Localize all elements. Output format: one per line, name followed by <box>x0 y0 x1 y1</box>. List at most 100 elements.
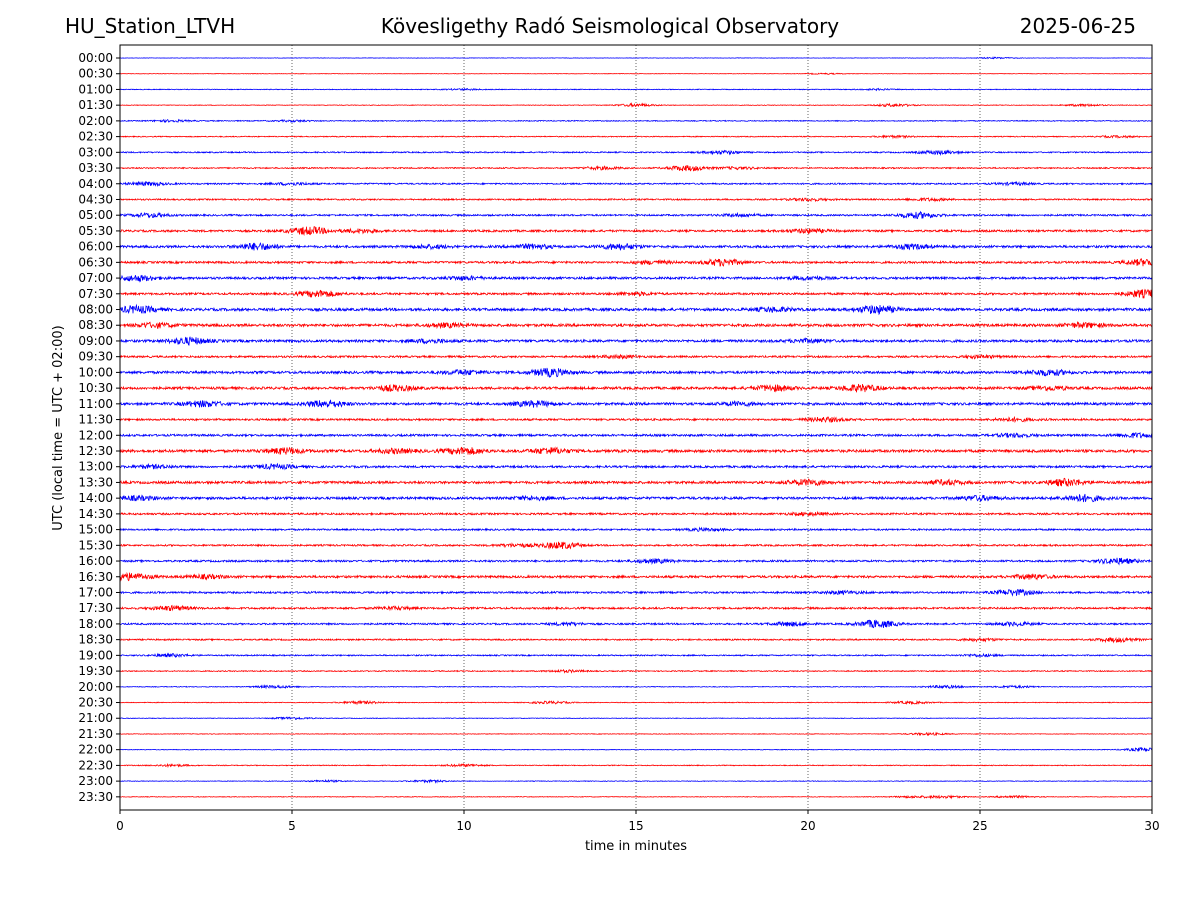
trace-row-0730 <box>119 288 1153 299</box>
y-tick-label: 22:30 <box>78 758 113 772</box>
trace-row-0500 <box>119 210 1153 220</box>
y-tick-label: 12:00 <box>78 428 113 442</box>
y-tick-label: 22:00 <box>78 743 113 757</box>
station-name: HU_Station_LTVH <box>65 14 236 38</box>
trace-row-0600 <box>119 242 1153 251</box>
trace-row-1900 <box>119 652 1153 658</box>
trace-row-1200 <box>119 431 1153 439</box>
trace-row-1300 <box>119 462 1153 471</box>
y-tick-label: 08:30 <box>78 318 113 332</box>
y-tick-label: 10:00 <box>78 365 113 379</box>
x-axis-label: time in minutes <box>585 839 687 854</box>
y-tick-label: 21:30 <box>78 727 113 741</box>
trace-row-0700 <box>119 274 1153 283</box>
y-tick-label: 06:00 <box>78 240 113 254</box>
trace-row-2100 <box>119 716 1153 721</box>
trace-row-1130 <box>119 415 1153 424</box>
y-tick-label: 21:00 <box>78 711 113 725</box>
x-tick-label: 0 <box>116 819 124 833</box>
y-tick-label: 17:00 <box>78 585 113 599</box>
trace-row-2200 <box>119 746 1153 753</box>
trace-row-2300 <box>119 778 1153 784</box>
trace-row-1100 <box>119 399 1153 408</box>
vertical-grid <box>291 45 981 810</box>
trace-row-1430 <box>119 510 1153 517</box>
trace-row-0130 <box>119 102 1153 108</box>
y-tick-label: 07:30 <box>78 287 113 301</box>
y-tick-label: 07:00 <box>78 271 113 285</box>
trace-row-0330 <box>119 164 1153 172</box>
trace-row-0430 <box>119 196 1153 203</box>
trace-row-1500 <box>119 526 1153 533</box>
y-tick-label: 16:30 <box>78 570 113 584</box>
y-tick-label: 13:00 <box>78 460 113 474</box>
y-tick-label: 14:30 <box>78 507 113 521</box>
y-tick-label: 15:30 <box>78 538 113 552</box>
y-tick-label: 02:00 <box>78 114 113 128</box>
x-tick-label: 25 <box>972 819 987 833</box>
trace-row-0030 <box>119 72 1153 76</box>
y-tick-label: 23:30 <box>78 790 113 804</box>
trace-row-0200 <box>119 118 1153 124</box>
y-tick-label: 10:30 <box>78 381 113 395</box>
y-tick-label: 19:00 <box>78 648 113 662</box>
trace-row-0800 <box>119 303 1153 316</box>
trace-row-0300 <box>119 149 1153 157</box>
y-tick-label: 14:00 <box>78 491 113 505</box>
y-tick-label: 16:00 <box>78 554 113 568</box>
y-tick-label: 19:30 <box>78 664 113 678</box>
y-tick-label: 17:30 <box>78 601 113 615</box>
y-tick-label: 05:00 <box>78 208 113 222</box>
trace-row-1400 <box>119 493 1153 503</box>
trace-row-2000 <box>119 684 1153 690</box>
x-tick-label: 15 <box>628 819 643 833</box>
trace-row-0100 <box>119 87 1153 92</box>
x-tick-label: 5 <box>288 819 296 833</box>
y-tick-label: 15:00 <box>78 523 113 537</box>
x-axis-ticks: 0 5 10 15 20 25 30 <box>116 810 1160 833</box>
trace-row-1830 <box>119 636 1153 644</box>
y-tick-label: 09:00 <box>78 334 113 348</box>
y-tick-label: 01:00 <box>78 82 113 96</box>
trace-row-2130 <box>120 731 1153 737</box>
y-tick-label: 04:30 <box>78 192 113 206</box>
seismic-traces <box>119 56 1153 800</box>
trace-row-0830 <box>119 320 1153 330</box>
trace-row-1230 <box>119 446 1153 455</box>
y-tick-label: 12:30 <box>78 444 113 458</box>
y-tick-label: 08:00 <box>78 303 113 317</box>
trace-row-1330 <box>119 477 1153 488</box>
y-tick-label: 18:00 <box>78 617 113 631</box>
x-tick-label: 10 <box>456 819 471 833</box>
date-label: 2025-06-25 <box>1019 14 1136 38</box>
y-tick-label: 01:30 <box>78 98 113 112</box>
trace-row-0530 <box>119 226 1153 236</box>
trace-row-2030 <box>119 699 1153 706</box>
y-tick-label: 09:30 <box>78 350 113 364</box>
trace-row-1630 <box>119 571 1153 582</box>
y-tick-label: 03:30 <box>78 161 113 175</box>
y-tick-label: 06:30 <box>78 255 113 269</box>
y-tick-label: 00:30 <box>78 67 113 81</box>
y-tick-label: 02:30 <box>78 130 113 144</box>
trace-row-2230 <box>119 762 1153 769</box>
y-tick-label: 23:00 <box>78 774 113 788</box>
y-tick-label: 04:00 <box>78 177 113 191</box>
trace-row-1800 <box>119 619 1153 629</box>
trace-row-1600 <box>119 557 1153 566</box>
trace-row-1000 <box>119 367 1153 379</box>
y-tick-label: 20:00 <box>78 680 113 694</box>
trace-row-0400 <box>119 180 1153 188</box>
y-tick-label: 03:00 <box>78 145 113 159</box>
trace-row-1930 <box>119 668 1153 674</box>
trace-row-1730 <box>119 604 1153 612</box>
y-tick-label: 11:00 <box>78 397 113 411</box>
trace-row-0000 <box>119 56 1153 60</box>
y-tick-label: 18:30 <box>78 633 113 647</box>
trace-row-1030 <box>119 383 1153 393</box>
trace-row-0930 <box>119 353 1153 360</box>
y-tick-label: 05:30 <box>78 224 113 238</box>
y-tick-label: 00:00 <box>78 51 113 65</box>
trace-row-2330 <box>120 794 1152 800</box>
